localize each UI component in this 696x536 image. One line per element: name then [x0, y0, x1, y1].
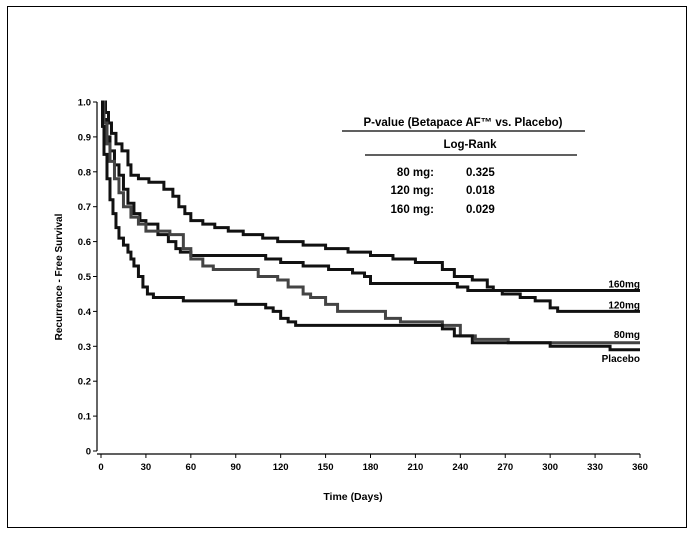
x-tick-label: 240 — [452, 462, 468, 473]
series-line-160mg — [101, 102, 640, 290]
x-tick-label: 270 — [497, 462, 513, 473]
y-tick-label: 0.4 — [78, 307, 92, 318]
series-label-80mg: 80mg — [614, 330, 640, 341]
y-tick-label: 0.2 — [78, 377, 91, 388]
x-ticks: 0 30 60 90 120 150 180 210 240 270 300 330 360 — [98, 454, 648, 473]
x-tick-label: 120 — [273, 462, 289, 473]
x-tick-label: 300 — [542, 462, 558, 473]
x-tick-label: 60 — [186, 462, 197, 473]
x-tick-label: 360 — [632, 462, 648, 473]
y-tick-label: 0 — [86, 447, 91, 458]
x-tick-label: 210 — [407, 462, 423, 473]
annotation-row-value: 0.018 — [466, 185, 495, 197]
y-tick-label: 0.7 — [78, 202, 91, 213]
annotation-row-label: 120 mg: — [391, 185, 434, 197]
y-tick-label: 0.9 — [78, 132, 91, 143]
x-tick-label: 0 — [98, 462, 103, 473]
annotation-column-header: Log-Rank — [443, 139, 497, 151]
y-tick-label: 1.0 — [78, 98, 91, 109]
y-axis-title: Recurrence - Free Survival — [54, 213, 65, 340]
series-group — [101, 102, 640, 350]
series-label-placebo: Placebo — [602, 354, 640, 365]
y-tick-label: 0.6 — [78, 237, 91, 248]
x-tick-label: 90 — [230, 462, 241, 473]
x-tick-label: 180 — [363, 462, 379, 473]
annotation-row-value: 0.029 — [466, 204, 495, 216]
y-tick-label: 0.1 — [78, 412, 92, 423]
annotation-row-value: 0.325 — [466, 167, 495, 179]
annotation-title: P-value (Betapace AF™ vs. Placebo) — [364, 117, 563, 129]
series-label-120mg: 120mg — [608, 300, 640, 311]
pvalue-annotation: P-value (Betapace AF™ vs. Placebo) Log-R… — [342, 117, 585, 216]
series-labels: 160mg 120mg 80mg Placebo — [602, 279, 640, 364]
x-tick-label: 150 — [318, 462, 334, 473]
annotation-row-label: 160 mg: — [391, 204, 434, 216]
y-tick-label: 0.8 — [78, 167, 91, 178]
x-axis-title: Time (Days) — [323, 491, 382, 503]
y-ticks: 0 0.1 0.2 0.3 0.4 0.5 0.6 0.7 0.8 0.9 1.0 — [78, 98, 97, 458]
annotation-row-label: 80 mg: — [397, 167, 434, 179]
y-tick-label: 0.5 — [78, 272, 92, 283]
series-label-160mg: 160mg — [608, 279, 640, 290]
y-tick-label: 0.3 — [78, 342, 91, 353]
x-tick-label: 30 — [141, 462, 152, 473]
x-tick-label: 330 — [587, 462, 603, 473]
